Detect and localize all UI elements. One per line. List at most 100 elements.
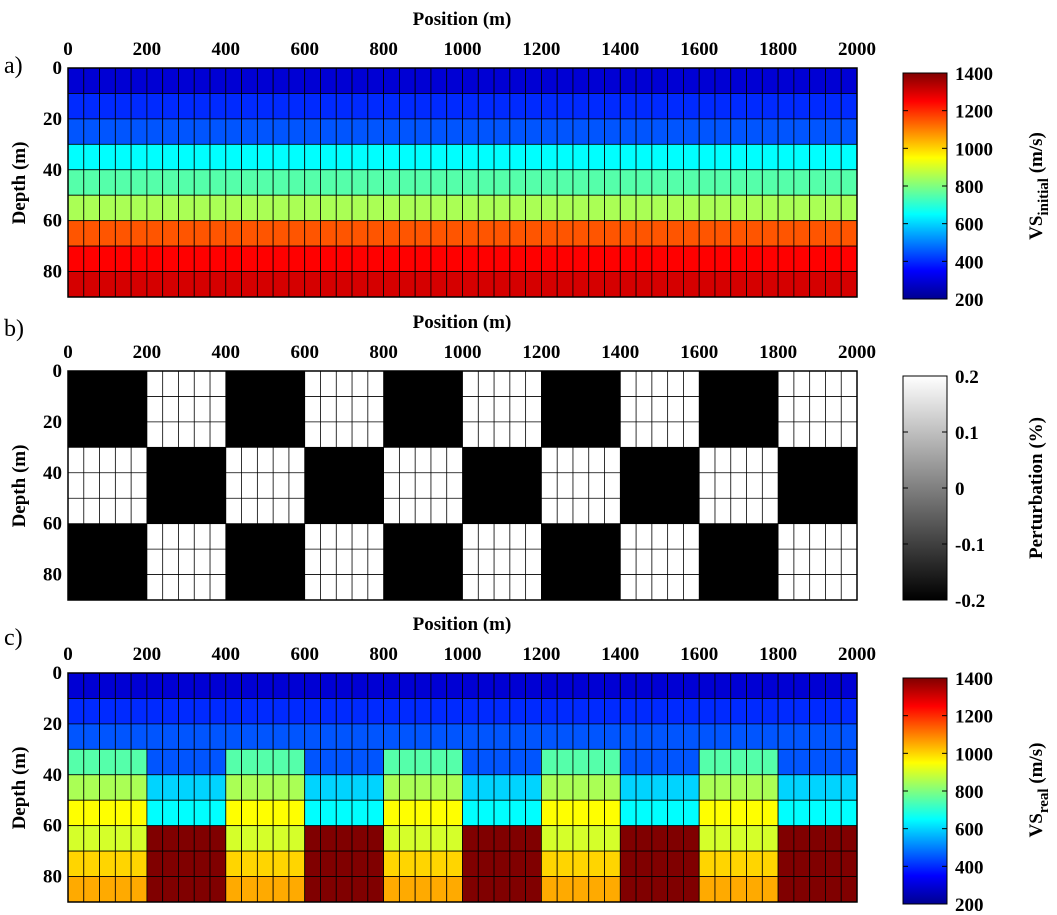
heatmap-cell <box>130 825 148 852</box>
heatmap-cell <box>698 271 716 298</box>
heatmap-cell <box>572 93 590 120</box>
heatmap-cell <box>367 118 385 145</box>
heatmap-cell <box>683 118 700 145</box>
heatmap-cell <box>256 67 274 94</box>
heatmap-cell <box>572 194 590 222</box>
heatmap-cell <box>130 672 148 699</box>
heatmap-cell <box>83 194 100 222</box>
heatmap-cell <box>241 825 258 852</box>
heatmap-cell <box>714 799 732 827</box>
heatmap-cell <box>430 118 448 145</box>
heatmap-cell <box>825 876 842 903</box>
heatmap-cell <box>351 723 369 750</box>
heatmap-cell <box>667 698 684 725</box>
heatmap-cell <box>651 825 669 852</box>
heatmap-cell <box>477 271 495 298</box>
heatmap-cell <box>414 194 432 222</box>
x-tick-label: 0 <box>63 342 73 363</box>
heatmap-cell <box>462 220 479 247</box>
heatmap-cell <box>493 118 511 145</box>
heatmap-cell <box>588 825 605 852</box>
heatmap-cell <box>604 169 621 196</box>
heatmap-cell <box>588 271 605 298</box>
colorbar-tick-label: 200 <box>955 290 984 311</box>
heatmap-cell <box>761 220 779 247</box>
heatmap-cell <box>335 799 353 827</box>
heatmap-cell <box>114 748 132 776</box>
colorbar-tick-label: 800 <box>955 782 984 803</box>
heatmap-cell <box>761 698 779 725</box>
heatmap-cell <box>730 774 747 801</box>
heatmap-cell <box>256 723 274 750</box>
heatmap-cell <box>698 850 716 877</box>
colorbar <box>902 677 948 905</box>
y-ticks: 0 20 40 60 80 <box>43 58 62 283</box>
heatmap-cell <box>67 850 85 877</box>
heatmap-cell <box>746 876 763 903</box>
heatmap-cell <box>667 169 684 196</box>
heatmap-cell <box>462 672 479 699</box>
heatmap-cell <box>714 774 732 801</box>
heatmap-cell <box>99 143 116 171</box>
heatmap-cell <box>241 245 258 272</box>
heatmap-cell <box>99 169 116 196</box>
heatmap-cell <box>335 774 353 801</box>
plot-frame <box>67 672 858 903</box>
heatmap-cell <box>225 245 242 272</box>
heatmap-cell <box>193 825 211 852</box>
heatmap-cell <box>840 723 858 750</box>
heatmap-cell <box>241 143 258 171</box>
heatmap-cell <box>761 672 779 699</box>
heatmap-cell <box>809 169 826 196</box>
y-ticks: 0 20 40 60 80 <box>43 361 62 586</box>
heatmap-cell <box>667 93 684 120</box>
heatmap-cell <box>162 876 179 903</box>
heatmap-cell <box>446 245 463 272</box>
heatmap-cell <box>635 245 653 272</box>
heatmap-cell <box>83 220 100 247</box>
heatmap-cell <box>383 698 400 725</box>
heatmap-cell <box>225 169 242 196</box>
heatmap-cell <box>67 774 85 801</box>
heatmap-cell <box>777 245 795 272</box>
heatmap-cell <box>272 271 290 298</box>
heatmap-cell <box>241 118 258 145</box>
heatmap-cell <box>793 799 811 827</box>
heatmap-cell <box>698 67 716 94</box>
heatmap-cell <box>840 143 858 171</box>
heatmap-cell <box>809 799 826 827</box>
heatmap-cell <box>667 271 684 298</box>
heatmap-cell <box>619 194 637 222</box>
heatmap-cell <box>162 698 179 725</box>
heatmap-cell <box>430 93 448 120</box>
heatmap-cell <box>683 698 700 725</box>
heatmap-cell <box>777 220 795 247</box>
heatmap-cell <box>430 748 448 776</box>
y-tick-label: 0 <box>53 663 63 684</box>
heatmap-cell <box>698 723 716 750</box>
heatmap-cell <box>83 93 100 120</box>
heatmap-cell <box>619 245 637 272</box>
heatmap-cell <box>446 774 463 801</box>
heatmap-cell <box>272 723 290 750</box>
heatmap-cell <box>446 169 463 196</box>
heatmap-cell <box>304 723 321 750</box>
heatmap-cell <box>146 876 164 903</box>
heatmap-cell <box>351 271 369 298</box>
heatmap-cell <box>193 748 211 776</box>
heatmap-cell <box>288 774 306 801</box>
heatmap-cell <box>683 876 700 903</box>
heatmap-cell <box>398 118 416 145</box>
heatmap-cell <box>193 93 211 120</box>
heatmap-cell <box>304 876 321 903</box>
heatmap-cell <box>825 271 842 298</box>
heatmap-cell <box>162 245 179 272</box>
heatmap-cell <box>556 194 574 222</box>
heatmap-cell <box>730 194 747 222</box>
heatmap-cell <box>383 245 400 272</box>
heatmap-cell <box>209 672 227 699</box>
heatmap-cell <box>335 220 353 247</box>
heatmap-cell <box>793 698 811 725</box>
y-tick-label: 80 <box>43 867 62 888</box>
heatmap-cell <box>825 169 842 196</box>
